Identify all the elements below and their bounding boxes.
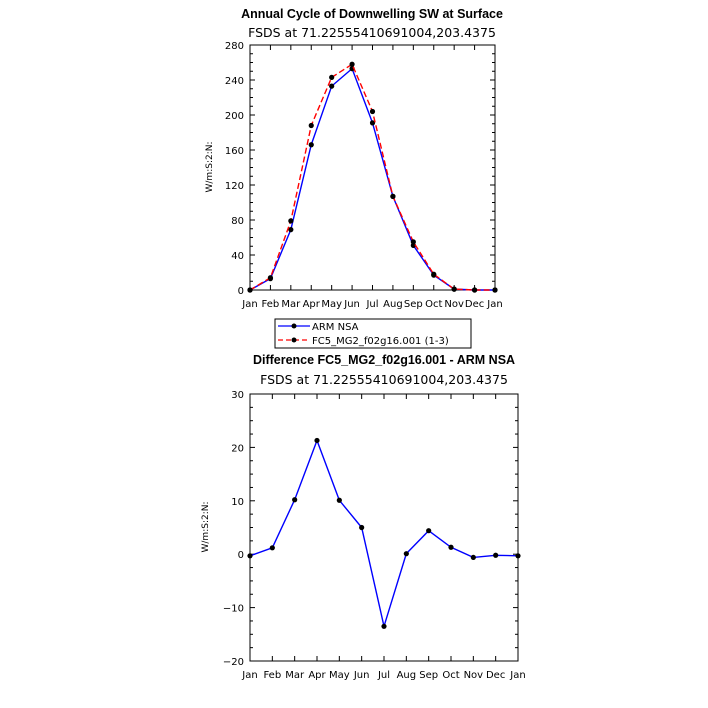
series-line-0	[249, 67, 495, 291]
series-0-point	[493, 552, 499, 558]
legend-label-fc5: FC5_MG2_f02g16.001 (1-3)	[312, 336, 449, 347]
x-tick-label: Sep	[404, 299, 423, 310]
y-tick-label: 80	[231, 216, 244, 227]
series-1-point	[431, 271, 437, 277]
x-tick-label: Nov	[444, 299, 464, 310]
x-tick-label: Jan	[486, 299, 502, 310]
x-tick-label: Oct	[425, 299, 442, 310]
chart-1-subtitle: FSDS at 71.22555410691004,203.4375	[248, 25, 496, 40]
chart-2-subtitle: FSDS at 71.22555410691004,203.4375	[260, 372, 508, 387]
legend-marker-fc5	[291, 337, 297, 343]
series-1-point	[390, 193, 396, 199]
chart-1-axes: 0 40 80 120 160 200 240 280 Jan Feb Mar Apr May Jun Ju…	[225, 41, 503, 310]
y-tick-label: 240	[225, 76, 244, 87]
y-tick-label: 40	[231, 251, 244, 262]
chart-1-title: Annual Cycle of Downwelling SW at Surfac…	[241, 7, 503, 21]
x-tick-label: Apr	[303, 299, 321, 310]
series-0-point	[381, 623, 387, 629]
chart-2-axes: −20 −10 0 10 20 30 Jan Feb Mar Apr May Jun Jul Aug Sep…	[223, 390, 526, 681]
series-1-point	[288, 218, 294, 224]
series-0-point	[515, 553, 521, 559]
series-0-point	[247, 553, 253, 559]
series-1-point	[349, 61, 355, 67]
series-1-point	[471, 287, 478, 293]
chart-1-ylabel: W/m:S:2:N:	[205, 142, 215, 193]
plot-frame	[249, 393, 519, 662]
x-tick-label: Jan	[509, 670, 525, 681]
y-tick-label: 280	[225, 41, 244, 52]
x-tick-label: Dec	[486, 670, 505, 681]
series-line-1	[249, 63, 495, 291]
series-0-point	[288, 227, 294, 233]
chart-annual-cycle: Annual Cycle of Downwelling SW at Surfac…	[205, 7, 503, 349]
series-1-point	[247, 287, 253, 293]
x-tick-label: Apr	[308, 670, 326, 681]
series-0-point	[308, 142, 314, 148]
chart-1-legend: ARM NSA FC5_MG2_f02g16.001 (1-3)	[274, 318, 472, 349]
x-tick-label: Nov	[464, 670, 484, 681]
y-tick-label: −10	[223, 604, 244, 615]
series-0-point	[369, 120, 376, 126]
x-tick-label: Jan	[241, 670, 257, 681]
y-tick-label: 200	[225, 111, 244, 122]
chart-1-marks	[247, 61, 498, 293]
y-tick-label: −20	[223, 657, 244, 668]
x-tick-label: Jan	[241, 299, 257, 310]
y-tick-label: 160	[225, 146, 244, 157]
series-0-point	[269, 545, 275, 551]
x-tick-label: Aug	[383, 299, 403, 310]
x-tick-label: Sep	[419, 670, 438, 681]
x-tick-label: Jun	[353, 670, 370, 681]
series-line-0	[249, 438, 519, 630]
plot-frame	[249, 44, 496, 291]
x-tick-label: Dec	[465, 299, 484, 310]
chart-2-ylabel: W/m:S:2:N:	[201, 502, 211, 553]
y-tick-label: 0	[238, 286, 244, 297]
x-tick-label: Jul	[365, 299, 378, 310]
series-1-point	[329, 74, 335, 80]
series-1-point	[410, 239, 416, 245]
y-tick-label: 20	[231, 443, 244, 454]
x-tick-label: Oct	[442, 670, 459, 681]
x-tick-label: Mar	[285, 670, 305, 681]
series-0-point	[292, 497, 298, 503]
legend-box	[274, 318, 472, 349]
x-tick-label: Feb	[263, 670, 281, 681]
series-1-point	[308, 122, 314, 129]
series-1-point	[369, 108, 376, 115]
series-0-point	[426, 528, 432, 534]
series-0-point	[448, 544, 454, 550]
y-tick-label: 0	[238, 550, 244, 561]
x-tick-label: Jul	[377, 670, 390, 681]
chart-2-title: Difference FC5_MG2_f02g16.001 - ARM NSA	[253, 353, 515, 367]
series-0-point	[470, 554, 476, 561]
y-tick-label: 30	[231, 390, 244, 401]
chart-2-marks	[247, 437, 521, 630]
legend-marker-arm-nsa	[291, 323, 297, 329]
y-tick-label: 10	[231, 497, 244, 508]
series-0-point	[359, 524, 365, 531]
x-tick-label: Jun	[343, 299, 360, 310]
series-0-point	[336, 497, 342, 503]
x-tick-label: Mar	[281, 299, 301, 310]
series-0-point	[403, 551, 409, 557]
series-1-point	[451, 286, 457, 292]
x-tick-label: May	[321, 299, 342, 310]
x-tick-label: Feb	[262, 299, 280, 310]
series-0-point	[329, 83, 335, 89]
x-tick-label: Aug	[397, 670, 417, 681]
chart-difference: Difference FC5_MG2_f02g16.001 - ARM NSA …	[201, 353, 526, 681]
y-tick-label: 120	[225, 181, 244, 192]
series-1-point	[492, 287, 498, 293]
legend-label-arm-nsa: ARM NSA	[312, 322, 359, 333]
x-tick-label: May	[329, 670, 350, 681]
series-0-point	[314, 437, 320, 444]
series-1-point	[267, 275, 274, 281]
